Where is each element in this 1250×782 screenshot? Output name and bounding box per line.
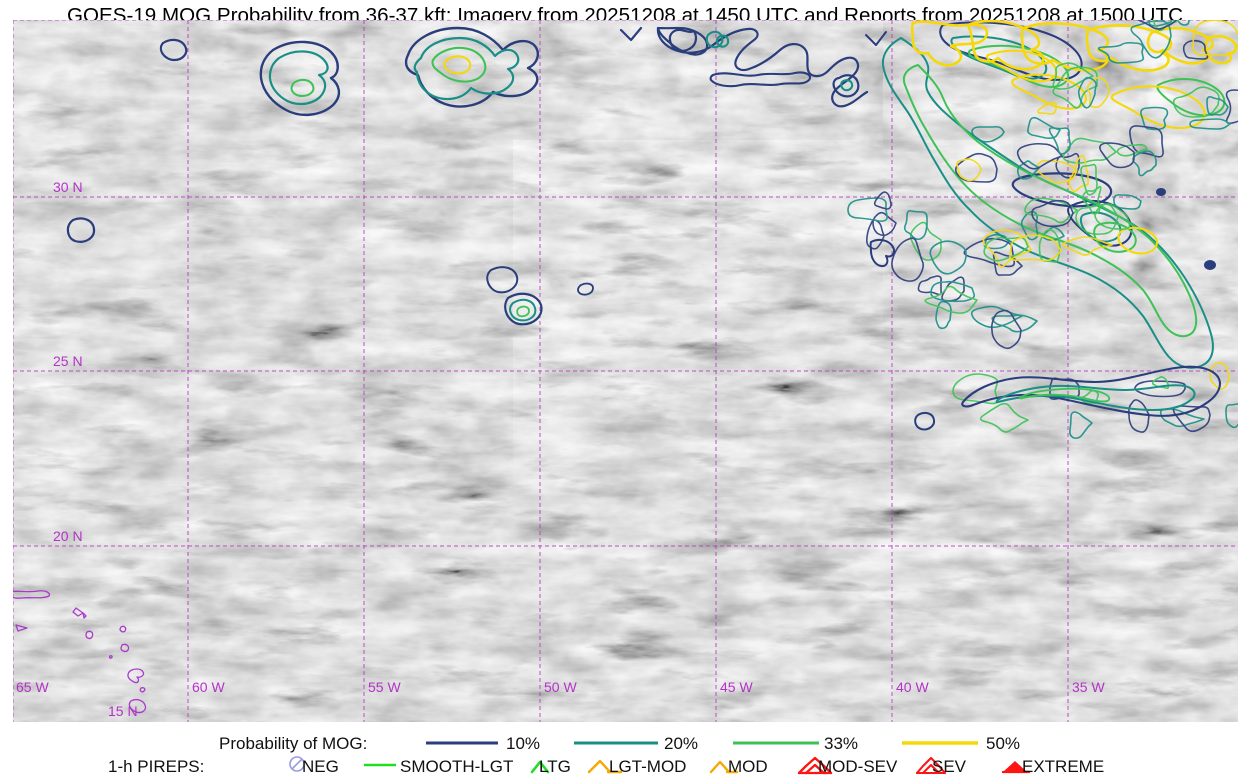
svg-text:25 N: 25 N bbox=[53, 353, 83, 369]
svg-text:40 W: 40 W bbox=[896, 679, 929, 695]
svg-text:60 W: 60 W bbox=[192, 679, 225, 695]
svg-text:50 W: 50 W bbox=[544, 679, 577, 695]
svg-text:35 W: 35 W bbox=[1072, 679, 1105, 695]
svg-text:55 W: 55 W bbox=[368, 679, 401, 695]
svg-text:45 W: 45 W bbox=[720, 679, 753, 695]
svg-text:65 W: 65 W bbox=[16, 679, 49, 695]
svg-text:30 N: 30 N bbox=[53, 179, 83, 195]
svg-text:20 N: 20 N bbox=[53, 528, 83, 544]
